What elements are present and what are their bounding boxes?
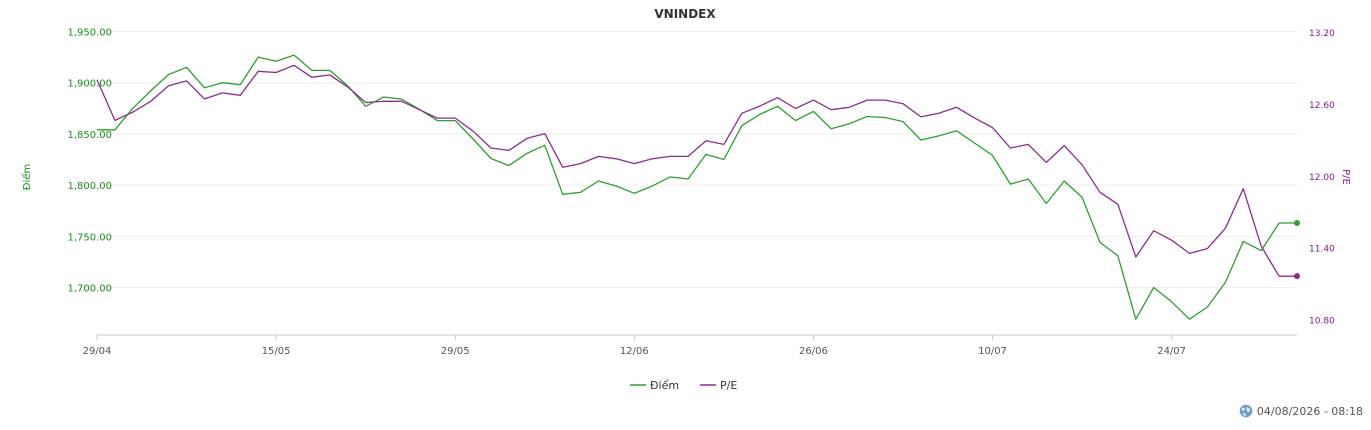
y-left-tick-label: 1,700.00 [67, 284, 112, 295]
y-right-tick-label: 12.60 [1309, 101, 1335, 111]
y-left-tick-label: 1,950.00 [67, 28, 112, 39]
y-left-tick-label: 1,800.00 [67, 181, 112, 192]
x-axis: 29/04 15/05 29/05 12/06 26/06 10/07 24/07 [83, 335, 1186, 357]
x-tick-label: 24/07 [1157, 346, 1186, 357]
y-right-tick-label: 12.00 [1309, 173, 1335, 183]
x-tick-label: 29/05 [441, 346, 470, 357]
y-left-tick-label: 1,750.00 [67, 232, 112, 243]
x-tick-label: 15/05 [262, 346, 291, 357]
x-tick-label: 29/04 [83, 346, 112, 357]
y-axis-right: 13.20 12.60 12.00 11.40 10.80 [1309, 29, 1335, 327]
x-tick-label: 26/06 [799, 346, 828, 357]
series-end-marker[interactable] [1294, 273, 1300, 280]
chart-title: VNINDEX [654, 7, 716, 21]
footer-timestamp: 04/08/2026 - 08:18 [1239, 404, 1363, 418]
series-layer [96, 54, 1300, 320]
y-left-tick-label: 1,850.00 [67, 130, 112, 141]
series-line-diem[interactable] [97, 54, 1297, 320]
y-axis-left: 1,950.00 1,900.00 1,850.00 1,800.00 1,750.00… [67, 28, 112, 295]
legend[interactable]: Điểm P/E [630, 379, 737, 392]
y-left-tick-label: 1,900.00 [67, 79, 112, 90]
x-tick-label: 10/07 [978, 346, 1007, 357]
y-right-tick-label: 10.80 [1309, 317, 1335, 327]
series-end-marker[interactable] [1294, 219, 1300, 226]
globe-icon [1239, 404, 1253, 418]
legend-label-diem[interactable]: Điểm [650, 379, 679, 392]
y-axis-left-title: Điểm [20, 164, 33, 190]
y-right-tick-label: 11.40 [1309, 245, 1335, 255]
y-right-tick-label: 13.20 [1309, 29, 1335, 39]
y-axis-right-title: P/E [1340, 169, 1351, 185]
legend-label-pe[interactable]: P/E [720, 379, 737, 392]
x-tick-label: 12/06 [620, 346, 649, 357]
series-line-pe[interactable] [96, 64, 1297, 277]
chart-grid [97, 31, 1297, 336]
timestamp-text: 04/08/2026 - 08:18 [1256, 404, 1363, 418]
